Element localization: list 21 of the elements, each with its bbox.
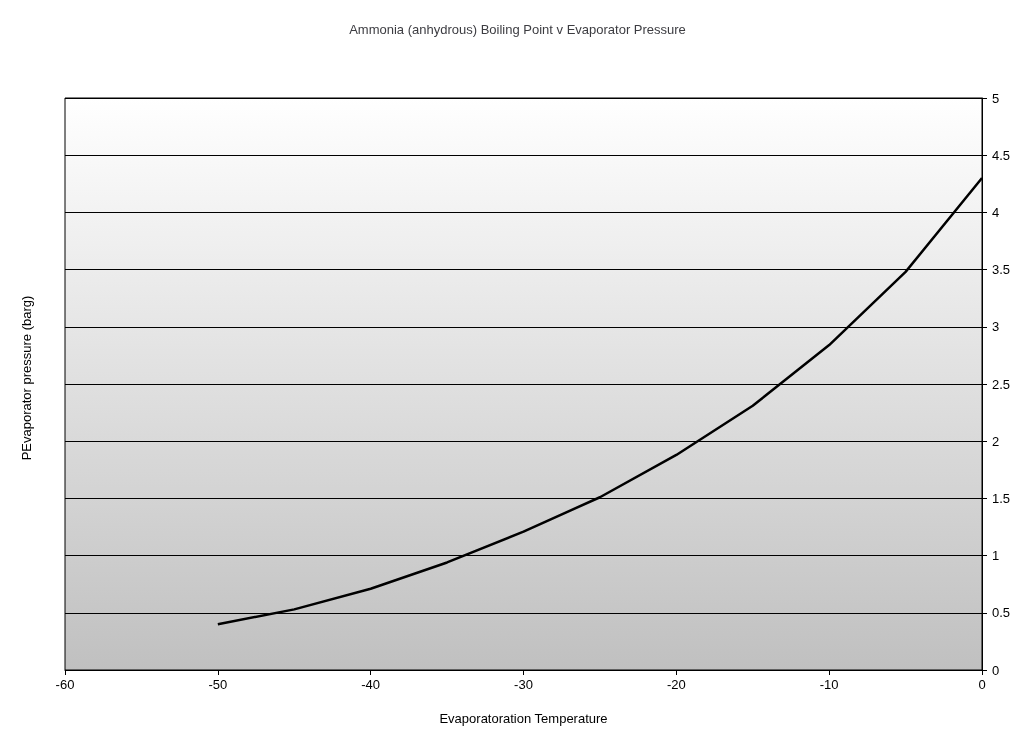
y-tick-label: 5 (992, 90, 1000, 106)
y-tick-label: 0.5 (992, 605, 1011, 621)
y-tick-label: 4 (992, 204, 1000, 220)
y-tick-label: 2 (992, 433, 1000, 449)
x-tick-label: -10 (819, 677, 839, 692)
x-tick-label: -60 (55, 677, 75, 692)
y-tick-label: 3.5 (992, 262, 1011, 278)
y-tick-label: 1 (992, 548, 1000, 564)
y-tick-label: 0 (992, 662, 1000, 678)
x-tick-label: -20 (666, 677, 686, 692)
x-tick-label: -30 (514, 677, 533, 692)
y-tick-label: 1.5 (992, 490, 1011, 506)
x-axis-title: Evaporatoration Temperature (439, 711, 608, 726)
y-tick-label: 4.5 (992, 147, 1011, 163)
x-tick-label: -40 (361, 677, 381, 692)
y-axis-title: PEvaporator pressure (barg) (19, 295, 34, 461)
x-tick-label: 0 (978, 677, 986, 692)
chart-title: Ammonia (anhydrous) Boiling Point v Evaporator Pressure (349, 22, 686, 37)
y-tick-label: 2.5 (992, 376, 1011, 392)
x-tick-label: -50 (208, 677, 228, 692)
y-tick-label: 3 (992, 319, 1000, 335)
